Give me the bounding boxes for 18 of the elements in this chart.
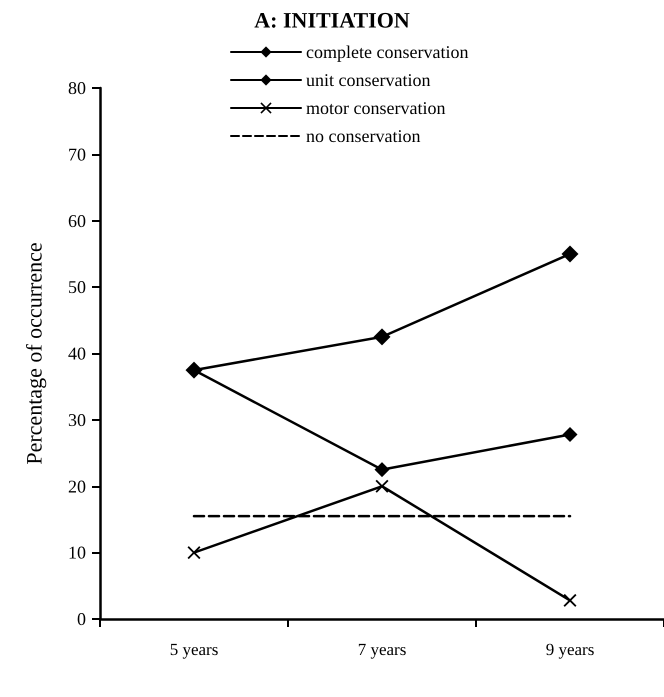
y-tick-label: 30 bbox=[68, 410, 86, 430]
y-tick-label: 10 bbox=[68, 542, 86, 563]
legend-label: no conservation bbox=[306, 126, 420, 146]
x-tick-label: 7 years bbox=[358, 640, 406, 659]
y-tick-label: 40 bbox=[68, 344, 86, 364]
legend-label: complete conservation bbox=[306, 42, 468, 62]
y-tick-label: 0 bbox=[77, 609, 86, 629]
y-tick-label: 20 bbox=[68, 476, 86, 496]
y-axis-title: Percentage of occurrence bbox=[22, 242, 46, 465]
y-tick-label: 60 bbox=[68, 210, 86, 231]
chart-title: A: INITIATION bbox=[254, 8, 410, 32]
y-tick-label: 70 bbox=[68, 144, 86, 164]
y-tick-label: 50 bbox=[68, 277, 86, 298]
x-tick-label: 9 years bbox=[546, 640, 594, 659]
x-tick-label: 5 years bbox=[170, 640, 218, 659]
legend-label: unit conservation bbox=[306, 70, 430, 90]
y-tick-label: 80 bbox=[68, 78, 86, 98]
legend-label: motor conservation bbox=[306, 98, 446, 118]
